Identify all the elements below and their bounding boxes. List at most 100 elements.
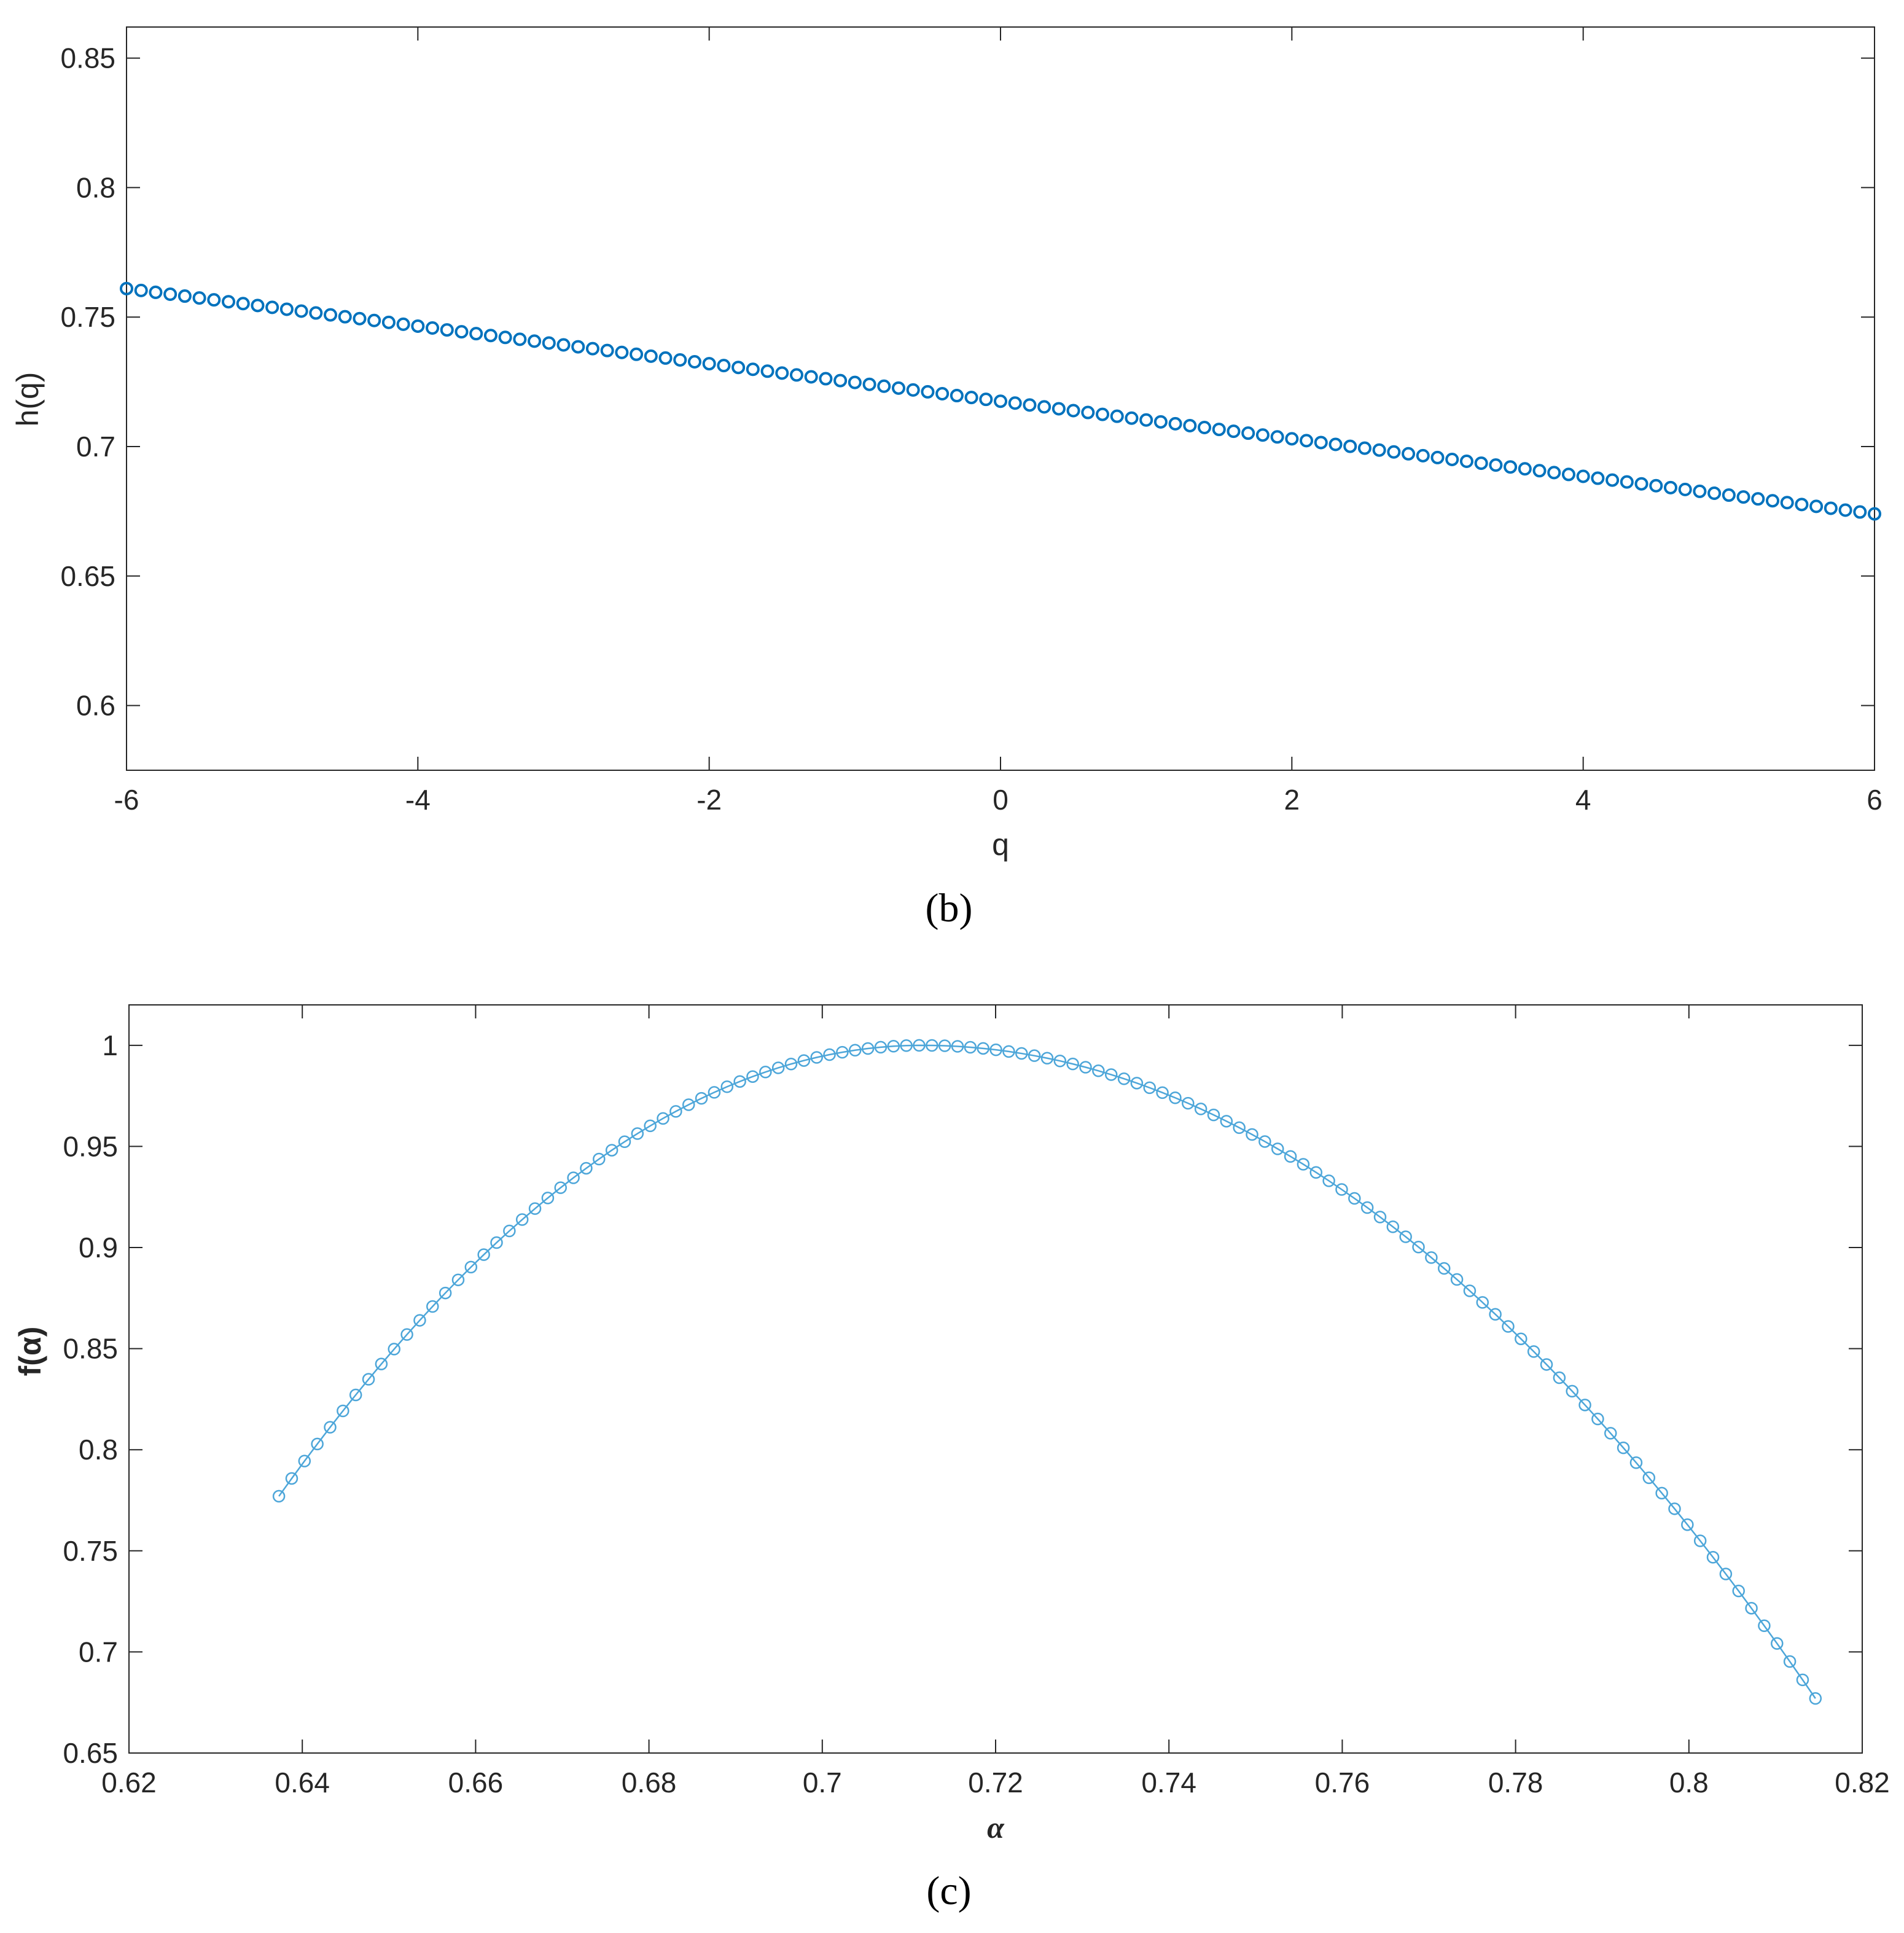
data-point xyxy=(1153,415,1168,429)
data-point xyxy=(921,385,935,399)
x-tick-label: 0.8 xyxy=(1669,1767,1709,1798)
data-point xyxy=(784,1057,798,1071)
data-point xyxy=(658,351,673,365)
data-point xyxy=(1329,437,1343,451)
data-point xyxy=(311,1437,324,1451)
data-point xyxy=(1655,1486,1668,1500)
data-point xyxy=(848,1044,862,1057)
data-point xyxy=(1002,1045,1015,1058)
x-tick-label: 0.68 xyxy=(622,1767,677,1798)
data-point xyxy=(1722,488,1736,502)
data-point xyxy=(833,373,848,388)
data-point xyxy=(631,1127,644,1140)
data-point xyxy=(673,353,687,367)
data-point xyxy=(440,323,454,337)
data-point xyxy=(618,1135,631,1149)
data-point xyxy=(1284,1150,1297,1163)
data-point xyxy=(593,1152,606,1166)
data-point xyxy=(1066,1057,1079,1071)
data-point xyxy=(771,1061,785,1074)
data-point xyxy=(1576,469,1590,483)
data-point xyxy=(528,1202,542,1215)
data-point xyxy=(1023,398,1037,412)
y-tick-label: 0.65 xyxy=(60,560,115,592)
data-point xyxy=(439,1286,452,1300)
data-point xyxy=(1169,1091,1182,1104)
data-point xyxy=(1489,458,1503,472)
data-point xyxy=(733,1075,746,1088)
data-point xyxy=(1402,447,1416,461)
data-point xyxy=(1634,477,1648,491)
data-point xyxy=(1348,1192,1361,1205)
y-tick-label: 0.7 xyxy=(76,431,115,463)
data-point xyxy=(682,1098,695,1111)
panel-label: (c) xyxy=(926,1869,971,1913)
data-point xyxy=(1053,1054,1067,1068)
data-point xyxy=(1707,486,1722,500)
data-point xyxy=(1693,484,1707,498)
data-point xyxy=(236,297,250,311)
data-point xyxy=(554,1181,567,1194)
data-point xyxy=(1780,496,1794,510)
data-point xyxy=(1322,1174,1335,1187)
data-point xyxy=(1399,1230,1412,1243)
data-point xyxy=(528,334,542,348)
data-point xyxy=(294,304,308,318)
data-point xyxy=(1412,1240,1425,1254)
data-point xyxy=(926,1039,938,1052)
data-point xyxy=(1809,1692,1822,1705)
data-point xyxy=(513,332,527,346)
data-point xyxy=(1719,1568,1733,1580)
y-tick-label: 0.7 xyxy=(79,1636,118,1668)
data-point xyxy=(1796,1673,1809,1687)
x-tick-label: -2 xyxy=(696,784,722,816)
data-point xyxy=(1751,492,1765,506)
data-point xyxy=(556,338,571,352)
data-point xyxy=(163,287,178,301)
data-point xyxy=(1445,452,1459,466)
data-point xyxy=(819,372,833,386)
data-point xyxy=(874,1041,888,1054)
data-point xyxy=(1233,1121,1246,1134)
data-point xyxy=(451,1273,465,1286)
x-tick-label: 0.82 xyxy=(1835,1767,1890,1798)
data-point xyxy=(324,1421,337,1434)
data-point xyxy=(789,368,803,382)
data-point xyxy=(1430,450,1445,464)
data-point xyxy=(1868,507,1881,521)
x-tick-label: 0.7 xyxy=(803,1767,842,1798)
data-point xyxy=(1271,1142,1284,1155)
data-point xyxy=(950,389,964,403)
y-tick-label: 0.95 xyxy=(63,1130,118,1162)
data-point xyxy=(353,311,367,326)
axis-ticks: -6 -4 -2 0 2 4 6 0.6 0.65 0.7 0.75 0.8 0.85 xyxy=(60,27,1883,816)
data-point xyxy=(1037,400,1051,414)
data-point xyxy=(1553,1371,1566,1384)
data-point xyxy=(1156,1086,1169,1099)
data-point xyxy=(1241,426,1255,440)
data-point xyxy=(1824,501,1838,515)
data-point xyxy=(1194,1103,1208,1115)
data-point xyxy=(977,1042,989,1055)
data-point xyxy=(1578,1399,1591,1412)
data-point xyxy=(1809,499,1824,514)
data-point xyxy=(309,306,323,320)
data-point xyxy=(1681,1518,1694,1531)
data-point xyxy=(600,343,614,357)
data-point xyxy=(669,1105,682,1118)
y-tick-label: 0.65 xyxy=(63,1737,118,1769)
data-point xyxy=(891,381,905,395)
data-point xyxy=(862,377,876,391)
data-point xyxy=(1300,434,1314,448)
data-point xyxy=(1540,1358,1553,1371)
data-point xyxy=(272,1490,286,1503)
x-tick-label: -6 xyxy=(114,784,139,816)
data-point xyxy=(192,291,206,305)
data-point xyxy=(580,1162,593,1175)
data-point xyxy=(951,1040,964,1053)
data-point xyxy=(490,1236,503,1249)
plot-area-frame xyxy=(128,1004,1863,1754)
data-point xyxy=(1765,494,1779,508)
data-point xyxy=(1668,1502,1681,1515)
